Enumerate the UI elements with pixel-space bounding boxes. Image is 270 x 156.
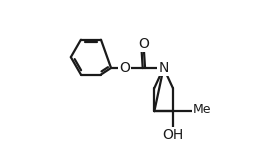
Text: OH: OH	[162, 128, 184, 142]
Text: Me: Me	[193, 103, 211, 116]
Text: O: O	[120, 61, 130, 75]
Text: O: O	[138, 37, 149, 51]
Text: N: N	[158, 61, 169, 75]
